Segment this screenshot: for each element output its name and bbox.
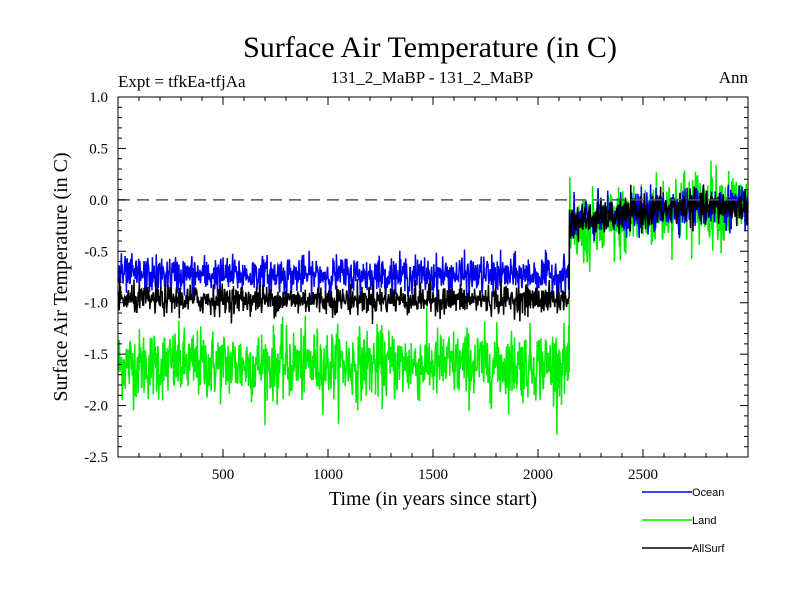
subtitle-center: 131_2_MaBP - 131_2_MaBP bbox=[331, 68, 533, 87]
series-line-land bbox=[117, 160, 749, 435]
x-tick-label: 500 bbox=[212, 467, 235, 483]
legend-label-land: Land bbox=[692, 515, 716, 527]
x-tick-label: 1500 bbox=[418, 467, 448, 483]
x-tick-label: 2000 bbox=[523, 467, 553, 483]
y-tick-label: -2.5 bbox=[84, 450, 108, 466]
chart-title: Surface Air Temperature (in C) bbox=[243, 31, 617, 64]
subtitle-right: Ann bbox=[719, 68, 749, 87]
series-line-allsurf bbox=[117, 184, 749, 325]
y-tick-label: 0.5 bbox=[89, 141, 108, 157]
legend-label-allsurf: AllSurf bbox=[692, 543, 725, 555]
y-tick-label: -2.0 bbox=[84, 399, 108, 415]
y-axis-label: Surface Air Temperature (in C) bbox=[50, 152, 72, 401]
series-layer bbox=[117, 160, 749, 435]
y-tick-label: -1.5 bbox=[84, 347, 108, 363]
x-axis-ticks: 500 1000 1500 2000 2500 bbox=[138, 97, 728, 483]
y-tick-label: -1.0 bbox=[84, 296, 108, 312]
y-axis-ticks: -2.5 -2.0 -1.5 -1.0 -0.5 0.0 0.5 1.0 bbox=[84, 90, 748, 466]
y-tick-label: 0.0 bbox=[89, 193, 108, 209]
y-tick-label: 1.0 bbox=[89, 90, 108, 106]
legend-label-ocean: Ocean bbox=[692, 487, 724, 499]
x-axis-label: Time (in years since start) bbox=[329, 488, 537, 510]
y-tick-label: -0.5 bbox=[84, 244, 108, 260]
subtitle-left: Expt = tfkEa-tfjAa bbox=[118, 72, 246, 91]
x-tick-label: 2500 bbox=[628, 467, 658, 483]
x-tick-label: 1000 bbox=[313, 467, 343, 483]
legend: Ocean Land AllSurf bbox=[642, 487, 725, 555]
